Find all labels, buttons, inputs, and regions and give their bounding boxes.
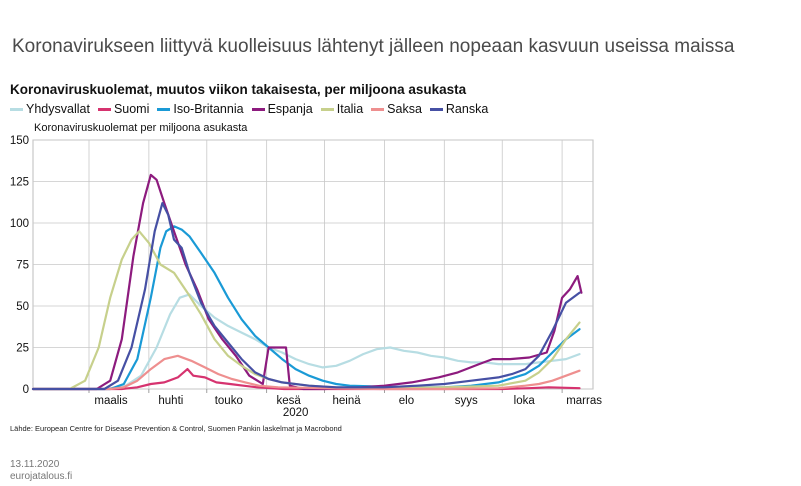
- legend-label: Yhdysvallat: [26, 102, 90, 116]
- legend-item: Ranska: [429, 102, 489, 116]
- x-tick-label: marras: [566, 395, 602, 407]
- legend-label: Suomi: [113, 102, 150, 116]
- series-line-saksa: [31, 354, 581, 391]
- legend-label: Iso-Britannia: [173, 102, 244, 116]
- legend-item: Espanja: [251, 102, 313, 116]
- publication-date: 13.11.2020: [10, 459, 60, 470]
- series-line-italia: [31, 230, 581, 391]
- legend-label: Italia: [336, 102, 364, 116]
- chart-title: Koronaviruskuolemat, muutos viikon takai…: [10, 82, 467, 97]
- legend-swatch: [251, 107, 265, 111]
- series-line-yhdysvallat: [31, 293, 581, 391]
- x-tick-label: loka: [514, 395, 536, 407]
- x-tick-label: elo: [399, 395, 414, 407]
- y-tick-label: 75: [16, 260, 29, 272]
- legend-label: Espanja: [267, 102, 313, 116]
- y-axis-label: Koronaviruskuolemat per miljoona asukast…: [34, 122, 248, 134]
- legend-swatch: [429, 107, 443, 111]
- legend-swatch: [97, 107, 111, 111]
- y-tick-label: 25: [16, 343, 29, 355]
- legend-item: Italia: [320, 102, 364, 116]
- legend-item: Saksa: [371, 102, 422, 116]
- y-tick-label: 100: [10, 218, 29, 230]
- x-tick-label: heinä: [333, 395, 362, 407]
- x-tick-label: syys: [455, 395, 478, 407]
- x-tick-label: maalis: [94, 395, 127, 407]
- source-note: Lähde: European Centre for Disease Preve…: [10, 424, 342, 433]
- x-axis-year-label: 2020: [283, 407, 309, 419]
- legend-swatch: [157, 107, 171, 111]
- series-line-iso-britannia: [31, 225, 581, 391]
- y-tick-label: 125: [10, 177, 29, 189]
- legend-item: Suomi: [97, 102, 150, 116]
- series-line-espanja: [31, 173, 583, 391]
- legend-item: Yhdysvallat: [10, 102, 90, 116]
- legend-swatch: [371, 107, 385, 111]
- page-headline: Koronavirukseen liittyvä kuolleisuus läh…: [12, 36, 735, 57]
- y-tick-label: 150: [10, 135, 29, 147]
- y-tick-label: 50: [16, 301, 29, 313]
- legend-label: Saksa: [387, 102, 422, 116]
- x-tick-label: touko: [215, 395, 243, 407]
- chart-legend: Yhdysvallat Suomi Iso-Britannia Espanja Ital…: [10, 102, 488, 116]
- legend-swatch: [10, 107, 23, 111]
- y-tick-label: 0: [23, 384, 29, 396]
- x-tick-label: kesä: [277, 395, 302, 407]
- legend-item: Iso-Britannia: [157, 102, 244, 116]
- x-tick-label: huhti: [158, 395, 183, 407]
- legend-label: Ranska: [445, 102, 489, 116]
- site-name: eurojatalous.fi: [10, 471, 73, 482]
- legend-swatch: [320, 107, 334, 111]
- series-line-ranska: [31, 202, 581, 391]
